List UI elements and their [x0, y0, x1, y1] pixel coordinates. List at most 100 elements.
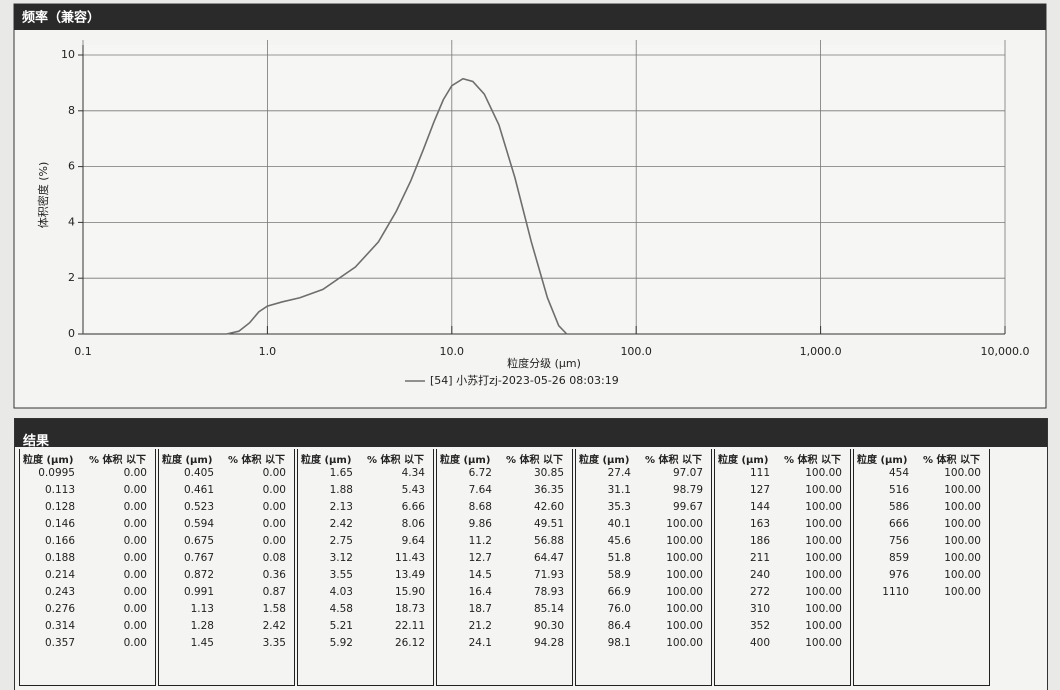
chart: 频率（兼容） 体积密度 (%) 粒度分级 (μm) 0 2 4 6 8 10 0.1 1.0 1…: [13, 3, 1047, 409]
size-cell: 5.21: [329, 620, 353, 632]
percent-cell: 36.35: [533, 484, 564, 496]
size-cell: 0.166: [44, 535, 75, 547]
column-header: 粒度 (μm): [162, 455, 213, 466]
column-group: [19, 449, 156, 686]
size-cell: 66.9: [607, 586, 631, 598]
column-header: 粒度 (μm): [301, 455, 352, 466]
percent-cell: 30.85: [533, 467, 564, 479]
percent-cell: 6.66: [401, 501, 425, 513]
size-cell: 31.1: [607, 484, 631, 496]
percent-cell: 11.43: [394, 552, 425, 564]
percent-cell: 100.00: [666, 620, 703, 632]
results-title: 结果: [23, 434, 50, 449]
size-cell: 0.188: [44, 552, 75, 564]
percent-cell: 9.64: [401, 535, 425, 547]
size-cell: 24.1: [468, 637, 492, 649]
percent-cell: 0.00: [123, 467, 147, 479]
column-group: [575, 449, 712, 686]
percent-cell: 4.34: [401, 467, 425, 479]
size-cell: 756: [888, 535, 909, 547]
column-header: % 体积 以下: [228, 455, 285, 466]
size-cell: 7.64: [468, 484, 492, 496]
x-tick-label: 0.1: [74, 345, 92, 358]
percent-cell: 13.49: [394, 569, 425, 581]
percent-cell: 100.00: [666, 552, 703, 564]
percent-cell: 97.07: [672, 467, 703, 479]
percent-cell: 100.00: [944, 518, 981, 530]
column-group: [158, 449, 295, 686]
percent-cell: 0.00: [123, 603, 147, 615]
size-cell: 310: [749, 603, 770, 615]
percent-cell: 22.11: [394, 620, 425, 632]
size-cell: 0.594: [183, 518, 214, 530]
x-axis-label: 粒度分级 (μm): [507, 356, 581, 370]
percent-cell: 100.00: [805, 603, 842, 615]
size-cell: 98.1: [607, 637, 631, 649]
size-cell: 211: [749, 552, 770, 564]
x-tick-label: 1,000.0: [800, 345, 842, 358]
x-tick-label: 1.0: [259, 345, 277, 358]
percent-cell: 0.00: [262, 535, 286, 547]
percent-cell: 100.00: [805, 484, 842, 496]
percent-cell: 100.00: [805, 620, 842, 632]
size-cell: 272: [749, 586, 770, 598]
percent-cell: 8.06: [401, 518, 425, 530]
size-cell: 186: [749, 535, 770, 547]
percent-cell: 100.00: [666, 586, 703, 598]
data-line: [83, 77, 568, 335]
size-cell: 0.461: [183, 484, 214, 496]
column-header: % 体积 以下: [645, 455, 702, 466]
percent-cell: 49.51: [533, 518, 564, 530]
column-header: % 体积 以下: [784, 455, 841, 466]
percent-cell: 100.00: [944, 501, 981, 513]
size-cell: 111: [749, 467, 770, 479]
y-tick-label: 0: [68, 327, 75, 340]
y-tick-label: 10: [61, 48, 75, 61]
column-header: % 体积 以下: [506, 455, 563, 466]
y-tick-label: 6: [68, 160, 75, 173]
percent-cell: 0.00: [262, 518, 286, 530]
percent-cell: 100.00: [666, 518, 703, 530]
percent-cell: 100.00: [666, 535, 703, 547]
percent-cell: 0.00: [123, 518, 147, 530]
size-cell: 0.675: [183, 535, 214, 547]
percent-cell: 100.00: [805, 586, 842, 598]
percent-cell: 0.00: [123, 552, 147, 564]
size-cell: 516: [888, 484, 909, 496]
column-header: 粒度 (μm): [718, 455, 769, 466]
size-cell: 454: [888, 467, 909, 479]
size-cell: 0.214: [44, 569, 75, 581]
size-cell: 0.243: [44, 586, 75, 598]
percent-cell: 100.00: [805, 637, 842, 649]
size-cell: 0.314: [44, 620, 75, 632]
size-cell: 27.4: [607, 467, 631, 479]
size-cell: 3.55: [329, 569, 353, 581]
size-cell: 859: [888, 552, 909, 564]
x-tick-label: 10,000.0: [981, 345, 1030, 358]
percent-cell: 2.42: [262, 620, 286, 632]
percent-cell: 100.00: [944, 535, 981, 547]
size-cell: 666: [888, 518, 909, 530]
percent-cell: 85.14: [533, 603, 564, 615]
size-cell: 0.146: [44, 518, 75, 530]
percent-cell: 100.00: [805, 552, 842, 564]
size-cell: 45.6: [607, 535, 631, 547]
size-cell: 2.42: [329, 518, 353, 530]
percent-cell: 100.00: [805, 569, 842, 581]
column-header: 粒度 (μm): [579, 455, 630, 466]
size-cell: 144: [749, 501, 770, 513]
percent-cell: 18.73: [394, 603, 425, 615]
size-cell: 0.128: [44, 501, 75, 513]
size-cell: 0.113: [44, 484, 75, 496]
column-header: % 体积 以下: [923, 455, 980, 466]
size-cell: 4.58: [329, 603, 353, 615]
percent-cell: 100.00: [666, 637, 703, 649]
size-cell: 127: [749, 484, 770, 496]
percent-cell: 15.90: [394, 586, 425, 598]
percent-cell: 0.00: [123, 620, 147, 632]
percent-cell: 100.00: [805, 535, 842, 547]
percent-cell: 71.93: [533, 569, 564, 581]
size-cell: 976: [888, 569, 909, 581]
percent-cell: 98.79: [672, 484, 703, 496]
size-cell: 163: [749, 518, 770, 530]
